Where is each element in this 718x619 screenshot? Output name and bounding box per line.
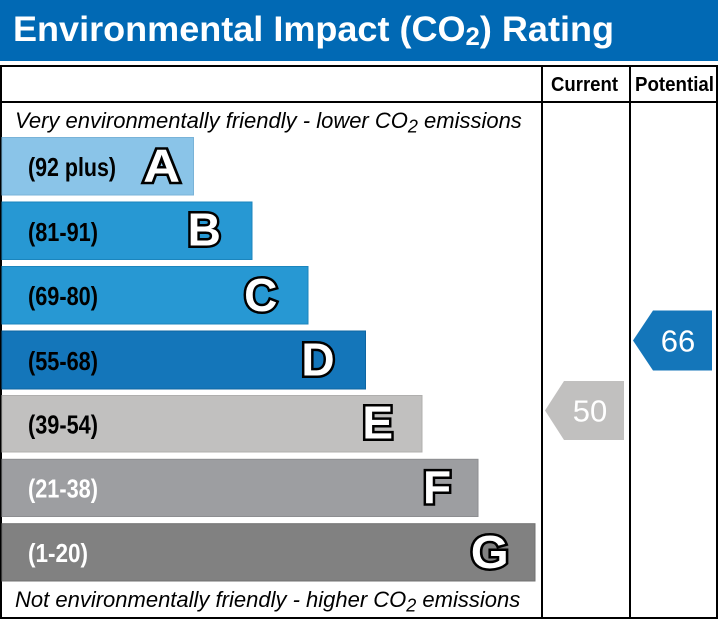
svg-text:(39-54): (39-54) [28,410,98,440]
svg-text:50: 50 [573,394,607,429]
svg-text:66: 66 [661,324,695,359]
svg-text:(1-20): (1-20) [28,538,88,568]
svg-text:Potential: Potential [635,74,714,96]
svg-text:Very environmentally friendly: Very environmentally friendly - lower CO… [15,108,522,137]
svg-text:D: D [301,333,334,385]
svg-text:E: E [362,397,393,449]
svg-text:C: C [244,269,277,321]
svg-text:(21-38): (21-38) [28,474,98,504]
svg-text:A: A [143,140,180,192]
svg-text:Current: Current [551,74,618,96]
svg-text:(69-80): (69-80) [28,281,98,311]
svg-text:(81-91): (81-91) [28,217,98,247]
svg-text:(92 plus): (92 plus) [28,152,116,182]
svg-text:F: F [423,461,451,513]
svg-text:Not environmentally friendly -: Not environmentally friendly - higher CO… [15,587,520,616]
svg-text:B: B [188,204,221,256]
svg-text:Environmental Impact (CO2) Rat: Environmental Impact (CO 2) Rating [13,10,614,51]
svg-text:G: G [471,526,509,578]
svg-text:(55-68): (55-68) [28,346,98,376]
